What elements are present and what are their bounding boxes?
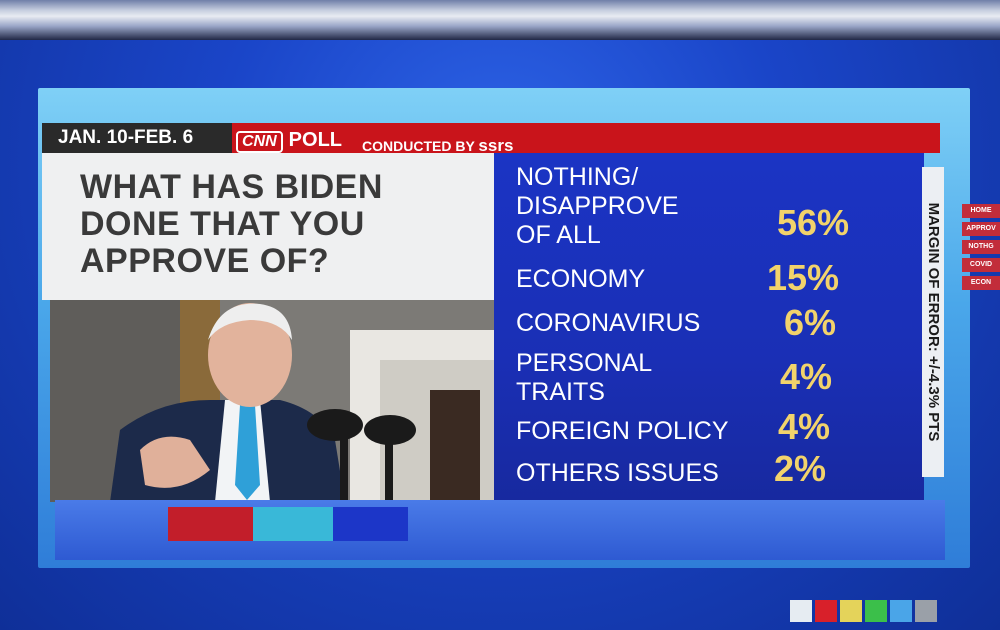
biden-photo [50,300,494,502]
side-menu-item: ECON [962,276,1000,290]
answer-label: ECONOMY [516,265,646,293]
swatch [790,600,812,622]
swatch [865,600,887,622]
question-box: WHAT HAS BIDEN DONE THAT YOU APPROVE OF? [42,153,494,300]
poll-question: WHAT HAS BIDEN DONE THAT YOU APPROVE OF? [80,168,383,280]
answer-value: 15% [766,257,839,298]
margin-of-error-strip [922,167,944,477]
color-swatches [790,600,940,627]
answer-label: CORONAVIRUS [516,309,701,337]
side-menu-item: APPROV [962,222,1000,236]
side-menu-item: NOTHG [962,240,1000,254]
cnn-poll-label: CNN POLL [236,127,342,153]
answer-label: NOTHING/ DISAPPROVE OF ALL [516,163,679,249]
conducted-by: CONDUCTED BY ssrs [362,137,513,155]
conducted-by-org: ssrs [478,136,514,155]
side-menu: HOME APPROV NOTHG COVID ECON [962,204,1000,294]
answer-value: 56% [776,202,849,243]
poll-word: POLL [288,129,343,151]
answer-value: 4% [779,356,832,397]
side-menu-item: COVID [962,258,1000,272]
answer-value: 4% [777,406,830,447]
date-range: JAN. 10-FEB. 6 [42,123,232,153]
margin-of-error: MARGIN OF ERROR: +/-4.3% PTS [925,202,942,442]
conducted-by-prefix: CONDUCTED BY [362,138,475,154]
swatch [890,600,912,622]
answers-panel: NOTHING/ DISAPPROVE OF ALL 56% ECONOMY 1… [494,153,924,500]
answer-label: OTHERS ISSUES [516,459,719,487]
base-block-red [168,507,253,541]
side-menu-item: HOME [962,204,1000,218]
photo-image [50,300,494,502]
base-block-blue [333,507,408,541]
answer-label: FOREIGN POLICY [516,417,729,445]
base-block-cyan [253,507,333,541]
answer-label: PERSONAL TRAITS [516,349,652,406]
swatch [840,600,862,622]
answer-value: 6% [783,302,836,343]
swatch [815,600,837,622]
swatch [915,600,937,622]
cnn-logo: CNN [236,131,283,153]
answer-value: 2% [773,448,826,489]
